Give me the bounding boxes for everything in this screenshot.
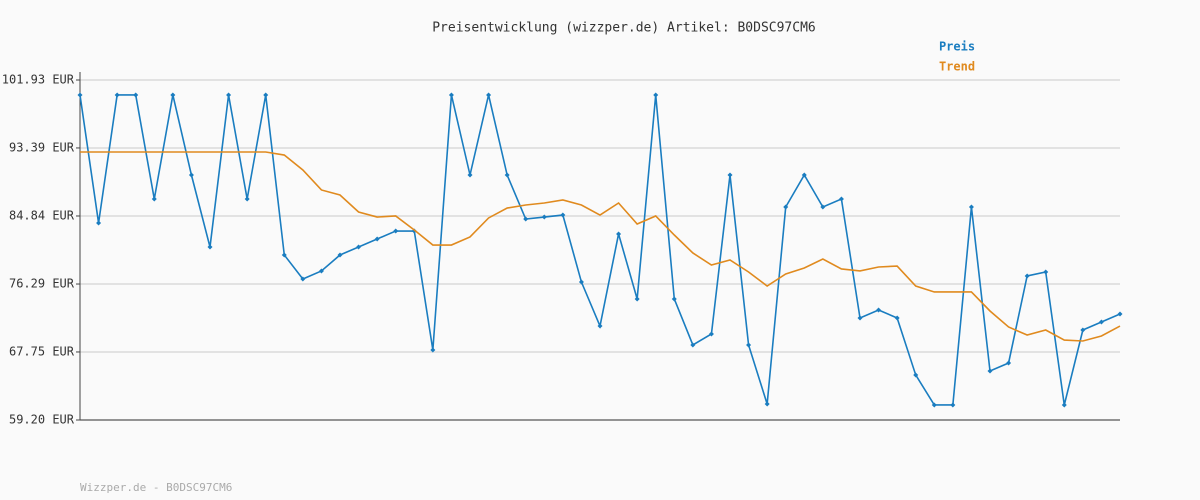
point	[876, 307, 882, 313]
point	[820, 204, 826, 210]
point	[634, 296, 640, 302]
point	[671, 296, 677, 302]
point	[300, 276, 306, 282]
y-tick-label: 84.84 EUR	[9, 208, 75, 222]
point	[226, 92, 232, 98]
point	[467, 172, 473, 178]
legend-label: Preis	[939, 40, 975, 54]
y-tick-label: 101.93 EUR	[2, 73, 75, 87]
legend-label: Trend	[939, 60, 975, 74]
point	[207, 244, 213, 250]
point	[838, 196, 844, 202]
point	[244, 196, 250, 202]
point	[931, 402, 937, 408]
y-tick-label: 59.20 EUR	[9, 413, 75, 427]
point	[1061, 402, 1067, 408]
point	[1098, 319, 1104, 325]
point	[783, 204, 789, 210]
point	[764, 401, 770, 407]
y-tick-label: 67.75 EUR	[9, 344, 75, 358]
point	[801, 172, 807, 178]
point	[486, 92, 492, 98]
footer: Wizzper.de - B0DSC97CM6	[80, 481, 232, 494]
point	[263, 92, 269, 98]
point	[950, 402, 956, 408]
point	[1080, 327, 1086, 333]
point	[96, 220, 102, 226]
point	[504, 172, 510, 178]
point	[597, 323, 603, 329]
point	[281, 252, 287, 258]
point	[1117, 311, 1123, 317]
point	[337, 252, 343, 258]
point	[1043, 269, 1049, 275]
point	[708, 331, 714, 337]
point	[653, 92, 659, 98]
point	[430, 347, 436, 353]
point	[857, 315, 863, 321]
point	[541, 214, 547, 220]
point	[616, 231, 622, 237]
series-line	[80, 151, 1121, 342]
point	[968, 204, 974, 210]
point	[690, 342, 696, 348]
point	[356, 244, 362, 250]
point	[746, 342, 752, 348]
point	[913, 372, 919, 378]
y-tick-label: 76.29 EUR	[9, 277, 75, 291]
point	[1024, 273, 1030, 279]
point	[727, 172, 733, 178]
point	[894, 315, 900, 321]
point	[1006, 360, 1012, 366]
point	[374, 236, 380, 242]
point	[523, 216, 529, 222]
chart-title: Preisentwicklung (wizzper.de) Artikel: B…	[432, 21, 816, 36]
point	[578, 279, 584, 285]
point	[987, 368, 993, 374]
point	[77, 92, 83, 98]
point	[318, 268, 324, 274]
point	[188, 172, 194, 178]
point	[133, 92, 139, 98]
point	[393, 228, 399, 234]
point	[170, 92, 176, 98]
point	[114, 92, 120, 98]
point	[560, 212, 566, 218]
point	[448, 92, 454, 98]
point	[151, 196, 157, 202]
y-tick-label: 93.39 EUR	[9, 140, 75, 154]
